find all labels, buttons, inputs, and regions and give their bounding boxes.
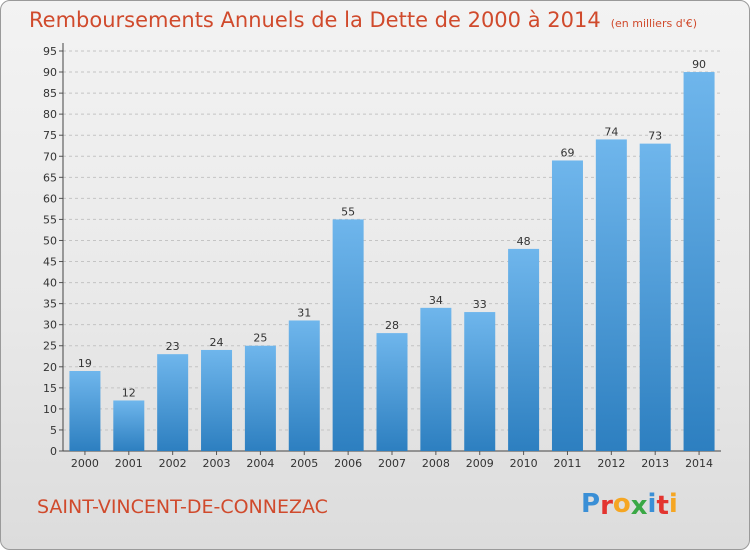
- x-tick-label: 2014: [685, 457, 713, 470]
- bar-value-label: 73: [648, 130, 662, 143]
- bar: [683, 72, 715, 451]
- y-tick-label: 10: [43, 403, 57, 416]
- y-tick-label: 35: [43, 298, 57, 311]
- bar: [508, 248, 540, 451]
- x-tick-label: 2002: [159, 457, 187, 470]
- bar-value-label: 24: [210, 336, 224, 349]
- bar: [113, 400, 145, 451]
- bar-value-label: 19: [78, 357, 92, 370]
- bar-value-label: 12: [122, 386, 136, 399]
- chart-subtitle: (en milliers d'€): [610, 17, 697, 30]
- bar: [201, 349, 233, 451]
- y-tick-label: 65: [43, 171, 57, 184]
- town-name: SAINT-VINCENT-DE-CONNEZAC: [37, 496, 328, 518]
- logo-letter: t: [656, 491, 669, 521]
- logo-letter: o: [612, 489, 631, 519]
- y-tick-label: 25: [43, 340, 57, 353]
- bar: [420, 307, 452, 451]
- bars-layer: [69, 72, 715, 451]
- x-tick-label: 2009: [466, 457, 494, 470]
- bar-value-label: 48: [517, 235, 531, 248]
- bar: [639, 143, 671, 451]
- y-tick-label: 95: [43, 45, 57, 58]
- x-tick-label: 2012: [597, 457, 625, 470]
- chart-title: Remboursements Annuels de la Dette de 20…: [29, 8, 697, 32]
- bar: [376, 333, 408, 451]
- x-tick-label: 2000: [71, 457, 99, 470]
- bar-value-label: 90: [692, 58, 706, 71]
- y-tick-label: 15: [43, 382, 57, 395]
- bar: [69, 371, 101, 451]
- bar: [332, 219, 364, 451]
- bar-value-label: 33: [473, 298, 487, 311]
- x-tick-label: 2011: [553, 457, 581, 470]
- y-tick-label: 55: [43, 213, 57, 226]
- proxiti-logo: Proxiti: [581, 489, 678, 521]
- bar: [244, 345, 276, 451]
- y-tick-label: 85: [43, 87, 57, 100]
- x-tick-label: 2001: [115, 457, 143, 470]
- bar: [288, 320, 320, 451]
- y-tick-label: 5: [50, 424, 57, 437]
- y-tick-label: 60: [43, 192, 57, 205]
- logo-letter: x: [630, 491, 648, 521]
- x-tick-label: 2003: [203, 457, 231, 470]
- y-tick-label: 80: [43, 108, 57, 121]
- bar-value-label: 31: [297, 306, 311, 319]
- bar-value-label: 69: [560, 146, 574, 159]
- x-tick-label: 2008: [422, 457, 450, 470]
- chart-title-text: Remboursements Annuels de la Dette de 20…: [29, 8, 601, 32]
- bar: [157, 354, 189, 451]
- bar-value-label: 28: [385, 319, 399, 332]
- y-tick-label: 30: [43, 319, 57, 332]
- y-tick-label: 50: [43, 234, 57, 247]
- bar-value-label: 55: [341, 205, 355, 218]
- bar-chart: 0 5 10 15 20 25 30 35 40 45 50 55 60 65 70 75 80 85 90 95 19…: [43, 43, 721, 470]
- x-tick-label: 2006: [334, 457, 362, 470]
- y-tick-label: 90: [43, 66, 57, 79]
- bar: [595, 139, 627, 451]
- y-tick-label: 0: [50, 445, 57, 458]
- x-tick-label: 2010: [510, 457, 538, 470]
- bar-value-label: 34: [429, 294, 443, 307]
- logo-letter: i: [668, 489, 678, 519]
- logo-letter: P: [581, 489, 601, 519]
- bar: [551, 160, 583, 451]
- labels-layer: 0 5 10 15 20 25 30 35 40 45 50 55 60 65 70 75 80 85 90 95 19…: [43, 45, 713, 470]
- x-tick-label: 2004: [246, 457, 274, 470]
- bar-value-label: 74: [604, 125, 618, 138]
- bar: [464, 312, 496, 451]
- logo-letter: i: [647, 489, 657, 519]
- x-tick-label: 2005: [290, 457, 318, 470]
- y-tick-label: 75: [43, 129, 57, 142]
- bar-value-label: 23: [166, 340, 180, 353]
- y-tick-label: 20: [43, 361, 57, 374]
- y-tick-label: 40: [43, 277, 57, 290]
- x-tick-label: 2013: [641, 457, 669, 470]
- x-tick-label: 2007: [378, 457, 406, 470]
- bar-value-label: 25: [253, 332, 267, 345]
- logo-letter: r: [600, 491, 613, 521]
- y-tick-label: 45: [43, 256, 57, 269]
- y-tick-label: 70: [43, 150, 57, 163]
